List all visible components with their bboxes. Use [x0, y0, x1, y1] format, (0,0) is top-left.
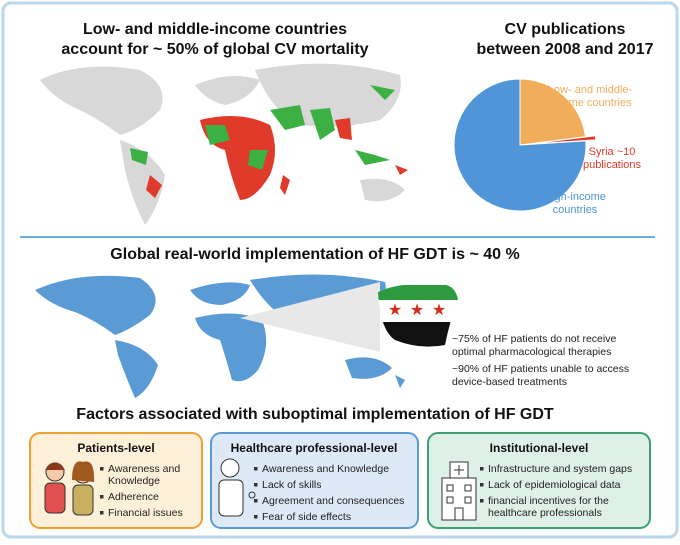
patients-icon — [44, 461, 95, 516]
box-item: Lack of epidemiological data — [488, 479, 621, 491]
factors-title: Factors associated with suboptimal imple… — [76, 406, 554, 423]
middle-title: Global real-world implementation of HF G… — [110, 246, 519, 263]
svg-text:★: ★ — [410, 302, 424, 319]
building-icon — [441, 461, 477, 521]
bullet — [254, 499, 258, 503]
svg-text:★: ★ — [432, 302, 446, 319]
bullet — [480, 467, 484, 471]
box-item: Financial issues — [108, 507, 183, 519]
box-item: financial incentives for the — [488, 495, 609, 507]
note: device-based treatments — [452, 376, 567, 388]
note: ~75% of HF patients do not receive — [452, 333, 616, 345]
pie-title: CV publications — [505, 21, 626, 38]
zoom-callout — [240, 282, 380, 352]
pie-label: Low- and middle- — [548, 84, 633, 96]
bullet — [254, 515, 258, 519]
map-title: Low- and middle-income countries — [83, 21, 347, 38]
box-item: Awareness and — [108, 463, 180, 475]
bullet — [100, 467, 104, 471]
box-item: Agreement and consequences — [262, 495, 404, 507]
note: ~90% of HF patients unable to access — [452, 363, 629, 375]
pie-slice — [519, 78, 587, 146]
pie-label: countries — [553, 204, 598, 216]
professional-box — [210, 432, 419, 529]
bullet — [480, 483, 484, 487]
box-item: healthcare professionals — [488, 507, 602, 519]
bullet — [254, 483, 258, 487]
pie-label: publications — [583, 159, 642, 171]
doctor-icon — [218, 458, 256, 517]
world-map-top — [40, 63, 408, 225]
box-item: Awareness and Knowledge — [262, 463, 389, 475]
box-item: Fear of side effects — [262, 511, 351, 523]
bullet — [480, 499, 484, 503]
box-title: Healthcare professional-level — [231, 441, 398, 455]
pie-label: income countries — [548, 97, 632, 109]
note: optimal pharmacological therapies — [452, 346, 611, 358]
institution-box — [427, 432, 651, 529]
box-title: Patients-level — [77, 441, 154, 455]
pie-title: between 2008 and 2017 — [477, 41, 654, 58]
bullet — [254, 467, 258, 471]
svg-text:★: ★ — [388, 302, 402, 319]
bullet — [100, 511, 104, 515]
pie-label: Syria ~10 — [589, 146, 636, 158]
pie-slice — [529, 135, 597, 145]
map-title: account for ~ 50% of global CV mortality — [61, 41, 368, 58]
pie-label: High-income — [544, 191, 606, 203]
box-item: Infrastructure and system gaps — [488, 463, 632, 475]
bullet — [100, 495, 104, 499]
pie-slice — [453, 78, 587, 212]
box-item: Lack of skills — [262, 479, 322, 491]
box-item: Knowledge — [108, 475, 160, 487]
box-item: Adherence — [108, 491, 159, 503]
box-title: Institutional-level — [490, 441, 589, 455]
